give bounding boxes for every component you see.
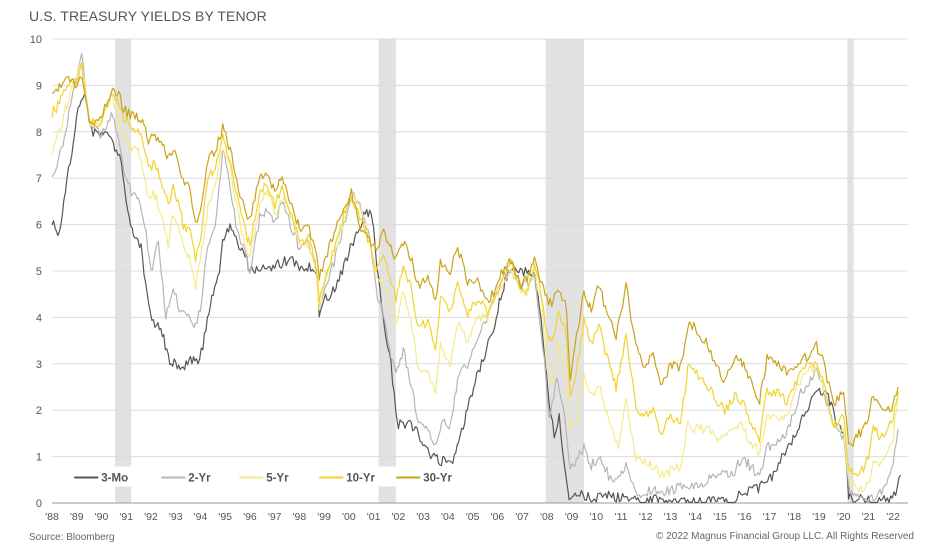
x-tick-label: '13 [664,511,678,523]
x-tick-label: '03 [416,511,430,523]
x-tick-label: '90 [95,511,109,523]
legend-label: 3-Mo [101,472,128,484]
x-tick-label: '00 [342,511,356,523]
y-tick-label: 6 [36,220,42,232]
legend: 3-Mo 2-Yr 5-Yr 10-Yr 30-Yr [69,466,460,487]
x-tick-label: '88 [45,511,59,523]
x-tick-label: '97 [268,511,282,523]
x-tick-label: '04 [441,511,455,523]
gridlines [52,38,908,504]
x-tick-label: '12 [639,511,653,523]
x-tick-label: '98 [293,511,307,523]
x-tick-label: '09 [565,511,579,523]
x-tick-label: '93 [169,511,183,523]
y-tick-label: 4 [36,312,42,324]
x-tick-label: '17 [763,511,777,523]
x-tick-label: '96 [243,511,257,523]
x-tick-label: '91 [119,511,133,523]
x-tick-label: '21 [862,511,876,523]
y-tick-label: 8 [36,127,42,139]
x-tick-label: '15 [713,511,727,523]
x-tick-label: '01 [367,511,381,523]
x-tick-label: '92 [144,511,158,523]
x-tick-label: '18 [787,511,801,523]
copyright-note: © 2022 Magnus Financial Group LLC. All R… [655,531,914,542]
series-line-2-yr [51,52,899,503]
x-tick-label: '06 [490,511,504,523]
x-tick-label: '16 [738,511,752,523]
x-tick-label: '10 [589,511,603,523]
series-line-3-mo [51,93,902,504]
legend-label: 2-Yr [188,472,211,484]
x-tick-label: '19 [812,511,826,523]
legend-label: 30-Yr [423,472,452,484]
y-tick-label: 7 [36,173,42,185]
x-tick-label: '08 [540,511,554,523]
x-tick-label: '99 [317,511,331,523]
x-tick-label: '07 [515,511,529,523]
legend-label: 5-Yr [266,472,289,484]
source-note: Source: Bloomberg [29,532,115,543]
series-line-5-yr [51,62,899,493]
y-tick-label: 0 [36,498,42,510]
y-tick-label: 1 [36,452,42,464]
series-line-30-yr [52,75,899,447]
x-tick-label: '95 [218,511,232,523]
y-tick-label: 10 [30,34,42,46]
series-lines [51,52,902,504]
x-tick-label: '14 [688,511,702,523]
x-tick-label: '05 [466,511,480,523]
legend-background [69,466,460,487]
x-tick-label: '94 [194,511,208,523]
axes: 0 1 2 3 4 5 6 7 8 9 10 '88 '89 '90 '91 '92 '93 '94 '95 '96 '… [30,34,900,523]
y-tick-label: 9 [36,80,42,92]
x-tick-label: '02 [392,511,406,523]
chart-title: U.S. TREASURY YIELDS BY TENOR [29,8,267,24]
series-line-10-yr [51,61,899,477]
y-tick-label: 5 [36,266,42,278]
x-tick-label: '20 [837,511,851,523]
y-tick-label: 2 [36,405,42,417]
y-tick-label: 3 [36,359,42,371]
x-tick-label: '89 [70,511,84,523]
x-tick-label: '22 [886,511,900,523]
legend-label: 10-Yr [346,472,375,484]
x-tick-label: '11 [615,511,628,523]
